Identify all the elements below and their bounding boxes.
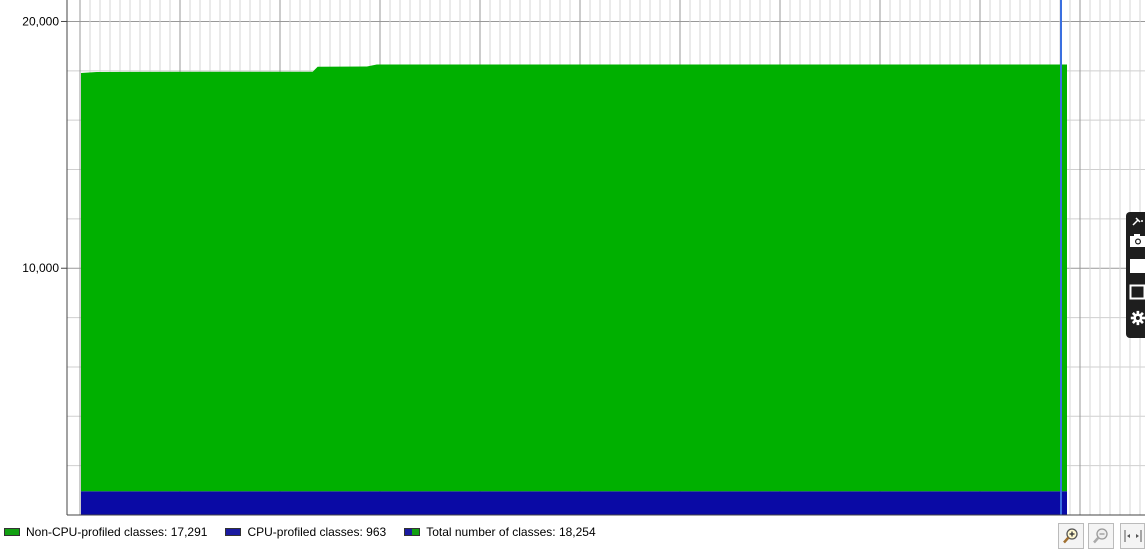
- axes: [66, 0, 1145, 516]
- zoom-in-button[interactable]: [1058, 523, 1084, 549]
- camera-icon[interactable]: [1129, 232, 1145, 248]
- legend-value-total: 18,254: [558, 525, 596, 539]
- fit-width-button[interactable]: [1120, 523, 1145, 549]
- pin-icon[interactable]: [1129, 214, 1145, 230]
- fit-width-icon: [1124, 530, 1141, 542]
- area-non-cpu-profiled: [81, 64, 1067, 492]
- areas: [81, 0, 1067, 515]
- window-icon[interactable]: [1129, 284, 1145, 300]
- y-tick-label: 10,000: [22, 261, 59, 275]
- y-tick-label: 20,000: [22, 14, 59, 28]
- legend-swatch-non-cpu: [4, 528, 20, 536]
- legend: Non-CPU-profiled classes: 17,291 CPU-pro…: [0, 521, 610, 543]
- area-cpu-profiled: [81, 491, 1067, 515]
- legend-label-total: Total number of classes:: [426, 525, 556, 539]
- zoom-in-icon: [1063, 528, 1078, 544]
- legend-item-non-cpu: Non-CPU-profiled classes: 17,291: [0, 525, 207, 539]
- legend-swatch-total: [404, 528, 421, 536]
- side-toolbar: [1126, 212, 1145, 338]
- legend-value-cpu: 963: [366, 525, 387, 539]
- zoom-out-icon: [1093, 528, 1108, 544]
- legend-item-total: Total number of classes: 18,254: [400, 525, 596, 539]
- gear-icon[interactable]: [1129, 310, 1145, 326]
- legend-label-non-cpu: Non-CPU-profiled classes:: [26, 525, 168, 539]
- chart: 10,000 20,000: [22, 0, 1145, 516]
- legend-value-non-cpu: 17,291: [170, 525, 208, 539]
- y-ticks: 10,000 20,000: [22, 14, 67, 275]
- legend-label-cpu: CPU-profiled classes:: [247, 525, 363, 539]
- legend-swatch-cpu: [225, 528, 242, 536]
- zoom-out-button[interactable]: [1088, 523, 1114, 549]
- white-square-icon[interactable]: [1129, 258, 1145, 274]
- legend-item-cpu: CPU-profiled classes: 963: [221, 525, 386, 539]
